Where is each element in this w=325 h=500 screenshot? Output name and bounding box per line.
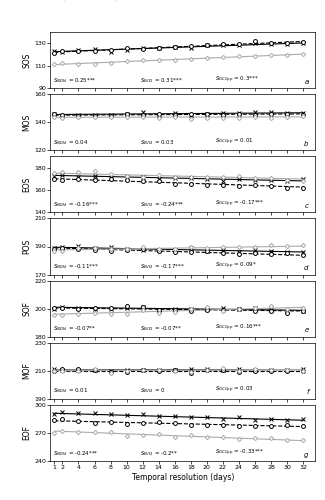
Text: $S_{NDVI}$ = 0.01: $S_{NDVI}$ = 0.01 bbox=[53, 386, 88, 396]
Y-axis label: SOS: SOS bbox=[23, 52, 32, 68]
Text: $S_{EVI2}$ = 0: $S_{EVI2}$ = 0 bbox=[140, 386, 166, 396]
Text: $S_{GCCpp}$ = 0.01: $S_{GCCpp}$ = 0.01 bbox=[214, 136, 254, 147]
Text: g: g bbox=[304, 452, 309, 458]
Text: $S_{GCCpp}$ = 0.3***: $S_{GCCpp}$ = 0.3*** bbox=[214, 74, 258, 85]
Text: $S_{GCCpp}$ = 0.16***: $S_{GCCpp}$ = 0.16*** bbox=[214, 323, 262, 334]
Text: d: d bbox=[304, 265, 309, 271]
Text: $S_{GCCpp}$ = 0.09*: $S_{GCCpp}$ = 0.09* bbox=[214, 261, 256, 271]
Text: $S_{EVI2}$ = -0.17***: $S_{EVI2}$ = -0.17*** bbox=[140, 262, 185, 271]
Text: e: e bbox=[305, 328, 309, 334]
Text: c: c bbox=[305, 203, 309, 209]
Text: $S_{GCCpp}$ = -0.33***: $S_{GCCpp}$ = -0.33*** bbox=[214, 448, 264, 458]
Y-axis label: EOS: EOS bbox=[23, 176, 32, 192]
X-axis label: Temporal resolution (days): Temporal resolution (days) bbox=[132, 473, 234, 482]
Y-axis label: MOS: MOS bbox=[23, 114, 32, 131]
Y-axis label: MOF: MOF bbox=[22, 362, 32, 379]
Text: $S_{EVI2}$ = 0.03: $S_{EVI2}$ = 0.03 bbox=[140, 138, 175, 147]
Text: $S_{NDVI}$ = -0.24***: $S_{NDVI}$ = -0.24*** bbox=[53, 448, 98, 458]
Text: f: f bbox=[306, 390, 309, 396]
Text: $S_{GCCpp}$ = -0.17***: $S_{GCCpp}$ = -0.17*** bbox=[214, 199, 264, 209]
Text: b: b bbox=[304, 141, 309, 147]
Y-axis label: POS: POS bbox=[23, 239, 32, 254]
Text: $S_{NDVI}$ = -0.07**: $S_{NDVI}$ = -0.07** bbox=[53, 324, 96, 334]
Text: $S_{NDVI}$ = -0.16***: $S_{NDVI}$ = -0.16*** bbox=[53, 200, 99, 209]
Text: $S_{GCCpp}$ = 0.03: $S_{GCCpp}$ = 0.03 bbox=[214, 386, 254, 396]
Y-axis label: SOF: SOF bbox=[22, 301, 32, 316]
Text: $S_{EVI2}$ = -0.07**: $S_{EVI2}$ = -0.07** bbox=[140, 324, 182, 334]
Y-axis label: EOF: EOF bbox=[22, 426, 32, 440]
Text: $S_{EVI2}$ = -0.2**: $S_{EVI2}$ = -0.2** bbox=[140, 448, 179, 458]
Text: $S_{NDVI}$ = -0.11***: $S_{NDVI}$ = -0.11*** bbox=[53, 262, 99, 271]
Text: $S_{NDVI}$ = 0.04: $S_{NDVI}$ = 0.04 bbox=[53, 138, 88, 147]
Text: $S_{NDVI}$ = 0.25***: $S_{NDVI}$ = 0.25*** bbox=[53, 76, 97, 85]
Text: $S_{EVI2}$ = 0.31***: $S_{EVI2}$ = 0.31*** bbox=[140, 76, 183, 85]
Text: a: a bbox=[305, 79, 309, 85]
Text: $S_{EVI2}$ = -0.24***: $S_{EVI2}$ = -0.24*** bbox=[140, 200, 185, 209]
